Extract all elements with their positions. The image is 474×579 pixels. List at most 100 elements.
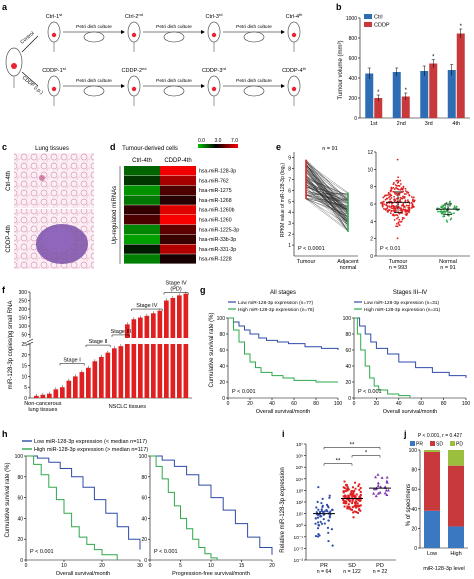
panel-e-right-point-tumour [407, 204, 410, 207]
cddp-branch-arrow [21, 71, 39, 87]
panel-e-pair-line [305, 182, 349, 212]
panel-e-right-point-tumour [398, 192, 401, 195]
panel-i-point-pd [380, 476, 384, 479]
panel-i-point-sd [357, 485, 360, 488]
ctrl-petri-dish-1-icon [83, 31, 105, 43]
panel-e-pair-line [305, 159, 349, 202]
panel-e-pair-line [305, 168, 349, 213]
panel-g-left-y-tick-label: 40 [219, 364, 225, 370]
panel-g-right-x-tick-label: 0 [353, 401, 356, 407]
panel-h-legend: Low miR-128-3p expression (< median n=11… [22, 439, 148, 453]
panel-h-left-y-tick-label: 20 [17, 537, 23, 543]
panel-g-left-x-label: Overall survival/month [256, 409, 310, 415]
heatmap-row-label-8: hsa-miR-331-3p [199, 247, 236, 253]
panel-e-right-x-label-tumour: Tumour [389, 259, 408, 265]
panel-g-label: g [200, 285, 206, 295]
panel-e-right-point-tumour [385, 204, 388, 207]
panel-b-bar-ctrl-2nd [392, 72, 401, 118]
panel-g-right-y-tick-label: 100 [343, 316, 352, 322]
panel-e-pair-line [305, 187, 349, 201]
panel-f-bar-5 [66, 380, 72, 398]
panel-i-point-pd [376, 481, 380, 485]
panel-e-right-point-tumour [390, 197, 393, 199]
panel-i-point-sd [345, 502, 348, 505]
panel-j-legend-label-pd: PD [456, 442, 463, 448]
panel-g-left-y-tick-label: 20 [219, 380, 225, 386]
panel-e-right-point-normal [445, 219, 448, 222]
panel-e-right-point-tumour [405, 193, 407, 195]
panel-i-point-pd [383, 491, 387, 495]
heatmap-col-label-cddp: CDDP-4th [164, 158, 191, 164]
panel-h-left-curve-low [26, 455, 141, 550]
panel-i-point-pr [328, 494, 331, 497]
panel-e-right-point-tumour [397, 184, 400, 187]
ctrl-petri-dish-3-icon [243, 31, 265, 43]
panel-i-point-pd [385, 480, 389, 484]
panel-e-right-point-tumour [388, 208, 390, 211]
panel-i-point-sd [358, 496, 361, 499]
panel-e-right-point-tumour [388, 196, 390, 199]
panel-e-right-point-tumour [408, 208, 411, 210]
panel-e-right-point-tumour [408, 211, 410, 214]
panel-i-point-sd [355, 501, 358, 504]
panel-e-right-point-tumour [396, 214, 399, 217]
panel-i-point-pr [315, 511, 318, 514]
panel-i-point-sd [354, 504, 357, 507]
panel-i-point-sd [347, 503, 350, 506]
panel-e-right-point-tumour [411, 199, 414, 201]
ctrl-mouse-3-tumour [211, 32, 217, 38]
panel-e-right-point-tumour [404, 213, 407, 216]
panel-h-left-y-tick-label: 0 [20, 558, 23, 564]
panel-g-left-y-tick-label: 100 [217, 316, 226, 322]
panel-i-point-sd [352, 495, 355, 498]
panel-i-point-sd [353, 489, 356, 492]
panel-i-point-pd [374, 494, 378, 498]
panel-e-pair-line [305, 183, 349, 226]
panel-b-chart: 0 200 400 600 800 1000 * 1st * 2nd * 3rd * 4th Ctrl CDD… [346, 14, 470, 127]
panel-e-left-x-label-normal: normal [340, 265, 357, 271]
panel-i-point-sd [345, 483, 348, 486]
panel-b-legend-swatch-ctrl [364, 14, 372, 19]
panel-e-right-point-tumour [392, 207, 395, 210]
panel-g-right-x-label: Overall survival/month [383, 409, 437, 415]
panel-j-legend-label-sd: SD [436, 442, 443, 448]
panel-g-left-x-tick-label: 20 [247, 401, 253, 407]
ctrl-mouse-2-body [127, 21, 141, 43]
cddp-mouse-3-body [207, 75, 221, 97]
heatmap-cell-hsa-miR-1275-CDDP-4th [160, 185, 196, 195]
panel-g-right-curve-high [354, 317, 411, 398]
panel-i-point-pd [385, 475, 389, 479]
panel-b-x-tick-label: 1st [370, 121, 378, 127]
panel-h-right-curve-high [150, 455, 218, 560]
panel-e-right-point-tumour [400, 208, 403, 210]
panel-e-pair-line [305, 186, 349, 196]
panel-e-right-n-tumour: n = 993 [389, 265, 408, 271]
panel-f-bar-21-lower [170, 344, 176, 398]
ctrl-mouse-1-icon [47, 21, 61, 52]
panel-b-significance-mark: * [432, 55, 435, 61]
panel-h-left-x-label: Overall survival/month [56, 571, 110, 577]
panel-f-bar-19 [157, 310, 163, 338]
panel-g-right-x-tick-label: 20 [374, 401, 380, 407]
panel-e-right-point-tumour [398, 218, 401, 221]
cddp-mouse-4-body [287, 75, 301, 97]
panel-i-point-sd [355, 493, 358, 496]
heatmap-row-label-0: hsa-miR-128-3p [199, 169, 236, 175]
panel-e-right-point-tumour [397, 188, 400, 191]
panel-i-point-pr [316, 521, 320, 524]
panel-f-y-tick-label: 100 [19, 324, 28, 330]
panel-c: c Lung tissues Ctrl-4th CDDP-4th [2, 142, 94, 269]
panel-e-right-point-tumour [410, 196, 413, 198]
panel-e-right-point-tumour [399, 196, 402, 199]
panel-e-right-point-tumour [382, 196, 385, 199]
panel-b-y-tick-label: 800 [349, 36, 358, 42]
panel-e-right-point-tumour [396, 179, 399, 182]
cddp-mouse-3-icon [207, 75, 221, 106]
panel-f-bar-18-lower [151, 344, 156, 398]
cddp-stage-label-4: CDDP-4th [282, 66, 306, 74]
panel-i-significance-mark-1: ** [336, 459, 341, 465]
panel-i-point-sd [342, 501, 345, 504]
panel-g-right-curve-low [354, 317, 467, 378]
panel-e-right-y-tick-label: 10 [367, 167, 373, 173]
panel-h-left-chart: 0 10 20 30 0 20 40 60 80 100 P < 0.001 Overall surv… [15, 454, 143, 577]
